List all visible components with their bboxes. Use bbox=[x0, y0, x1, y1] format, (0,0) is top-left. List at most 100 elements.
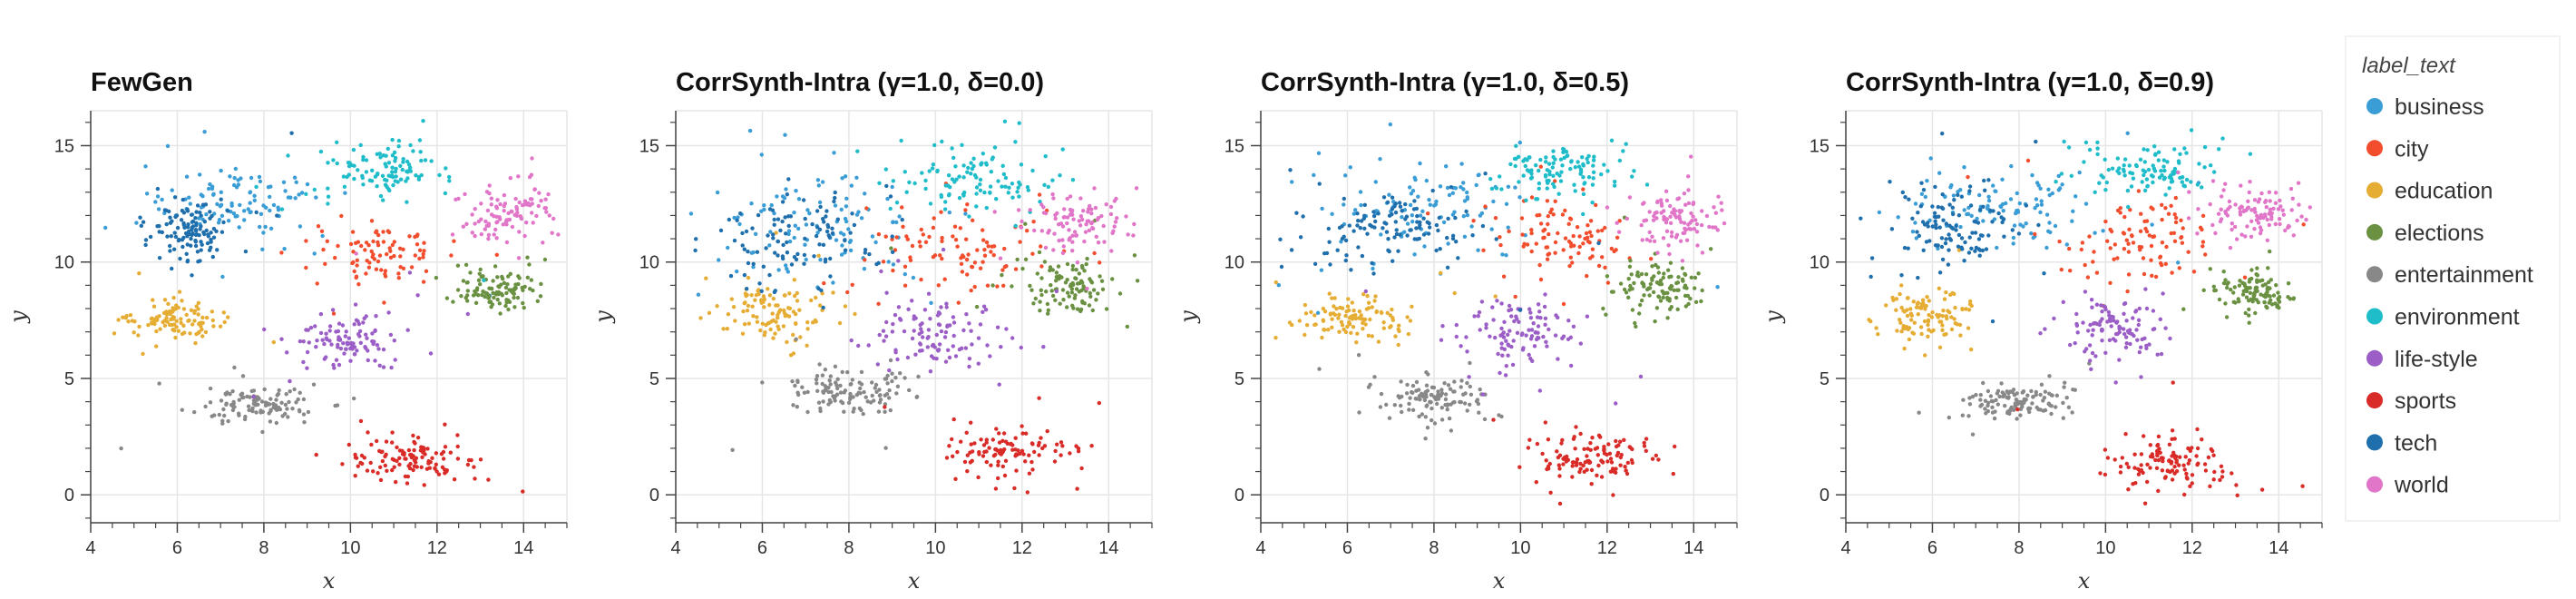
point-environment bbox=[1558, 157, 1564, 162]
point-education bbox=[1907, 326, 1912, 330]
point-environment bbox=[2167, 186, 2171, 191]
point-environment bbox=[903, 170, 907, 174]
point-world bbox=[1032, 228, 1037, 233]
point-entertainment bbox=[821, 390, 826, 395]
point-elections bbox=[2265, 290, 2269, 294]
point-elections bbox=[1639, 298, 1644, 303]
point-education bbox=[1368, 317, 1372, 322]
point-environment bbox=[1001, 172, 1007, 177]
point-entertainment bbox=[1405, 382, 1410, 388]
point-environment bbox=[1551, 161, 1556, 165]
point-sports bbox=[412, 457, 417, 463]
point-sports bbox=[1000, 438, 1005, 443]
point-environment bbox=[312, 187, 317, 192]
point-world bbox=[1694, 221, 1700, 227]
point-sports bbox=[2123, 432, 2128, 437]
point-city bbox=[398, 254, 403, 259]
point-entertainment bbox=[861, 411, 865, 417]
point-world bbox=[494, 236, 499, 241]
point-environment bbox=[945, 183, 951, 188]
point-environment bbox=[364, 170, 369, 174]
x-tick-label: 10 bbox=[925, 538, 945, 558]
point-world bbox=[2255, 213, 2259, 218]
point-city bbox=[366, 243, 371, 248]
point-environment bbox=[326, 161, 330, 165]
point-sports bbox=[1583, 460, 1588, 465]
point-education bbox=[831, 290, 835, 295]
point-tech bbox=[2042, 271, 2046, 276]
point-tech bbox=[1360, 253, 1365, 259]
point-life-style bbox=[1585, 314, 1590, 319]
point-tech bbox=[2002, 234, 2006, 239]
point-world bbox=[1694, 230, 1700, 234]
point-world bbox=[1700, 250, 1705, 255]
point-world bbox=[1095, 217, 1100, 222]
point-city bbox=[1551, 212, 1556, 217]
point-tech bbox=[848, 231, 853, 235]
point-city bbox=[421, 280, 426, 284]
point-environment bbox=[2134, 163, 2139, 169]
point-business bbox=[2015, 191, 2019, 196]
point-tech bbox=[890, 234, 894, 239]
point-city bbox=[379, 268, 384, 272]
point-entertainment bbox=[848, 391, 853, 397]
point-city bbox=[422, 249, 426, 253]
point-entertainment bbox=[877, 388, 882, 392]
point-sports bbox=[1023, 459, 1028, 464]
point-education bbox=[171, 295, 176, 300]
point-tech bbox=[1298, 235, 1303, 240]
point-world bbox=[2290, 196, 2295, 201]
point-elections bbox=[2221, 280, 2227, 286]
point-entertainment bbox=[815, 388, 820, 393]
point-environment bbox=[1591, 176, 1595, 181]
point-tech bbox=[1963, 240, 1967, 245]
point-environment bbox=[1621, 149, 1625, 153]
point-sports bbox=[1570, 464, 1575, 468]
point-education bbox=[1925, 295, 1929, 300]
point-life-style bbox=[1498, 370, 1502, 376]
point-business bbox=[844, 204, 849, 209]
point-entertainment bbox=[1414, 379, 1420, 385]
point-elections bbox=[1666, 268, 1671, 272]
point-environment bbox=[2248, 152, 2253, 156]
y-tick-label: 15 bbox=[54, 136, 74, 156]
point-tech bbox=[190, 273, 194, 278]
point-world bbox=[463, 191, 467, 197]
point-world bbox=[1060, 238, 1065, 242]
point-tech bbox=[1976, 247, 1981, 251]
point-tech bbox=[780, 254, 785, 259]
point-city bbox=[2094, 270, 2100, 275]
point-entertainment bbox=[1983, 398, 1988, 403]
point-environment bbox=[406, 162, 412, 167]
point-world bbox=[2259, 191, 2264, 196]
point-tech bbox=[1381, 226, 1385, 231]
point-tech bbox=[1412, 199, 1417, 203]
point-business bbox=[248, 210, 252, 215]
point-world bbox=[546, 191, 551, 197]
point-education bbox=[1869, 319, 1873, 324]
point-city bbox=[449, 253, 454, 258]
x-tick-label: 12 bbox=[2182, 538, 2202, 558]
point-education bbox=[171, 306, 175, 310]
point-entertainment bbox=[1947, 415, 1951, 420]
point-entertainment bbox=[253, 403, 258, 408]
point-life-style bbox=[298, 339, 303, 344]
point-sports bbox=[1030, 442, 1035, 447]
point-world bbox=[547, 213, 551, 218]
point-city bbox=[2122, 214, 2127, 220]
point-environment bbox=[931, 162, 936, 167]
point-sports bbox=[368, 460, 373, 466]
point-life-style bbox=[1638, 374, 1644, 379]
point-city bbox=[1507, 229, 1511, 234]
point-city bbox=[364, 241, 369, 245]
point-sports bbox=[989, 463, 993, 467]
point-world bbox=[1715, 228, 1721, 232]
point-entertainment bbox=[2020, 390, 2025, 395]
point-life-style bbox=[875, 362, 880, 367]
point-sports bbox=[397, 456, 402, 460]
x-tick-label: 8 bbox=[2014, 538, 2024, 558]
point-world bbox=[508, 176, 512, 181]
point-entertainment bbox=[898, 371, 903, 376]
point-tech bbox=[177, 237, 181, 242]
point-sports bbox=[1589, 482, 1594, 486]
